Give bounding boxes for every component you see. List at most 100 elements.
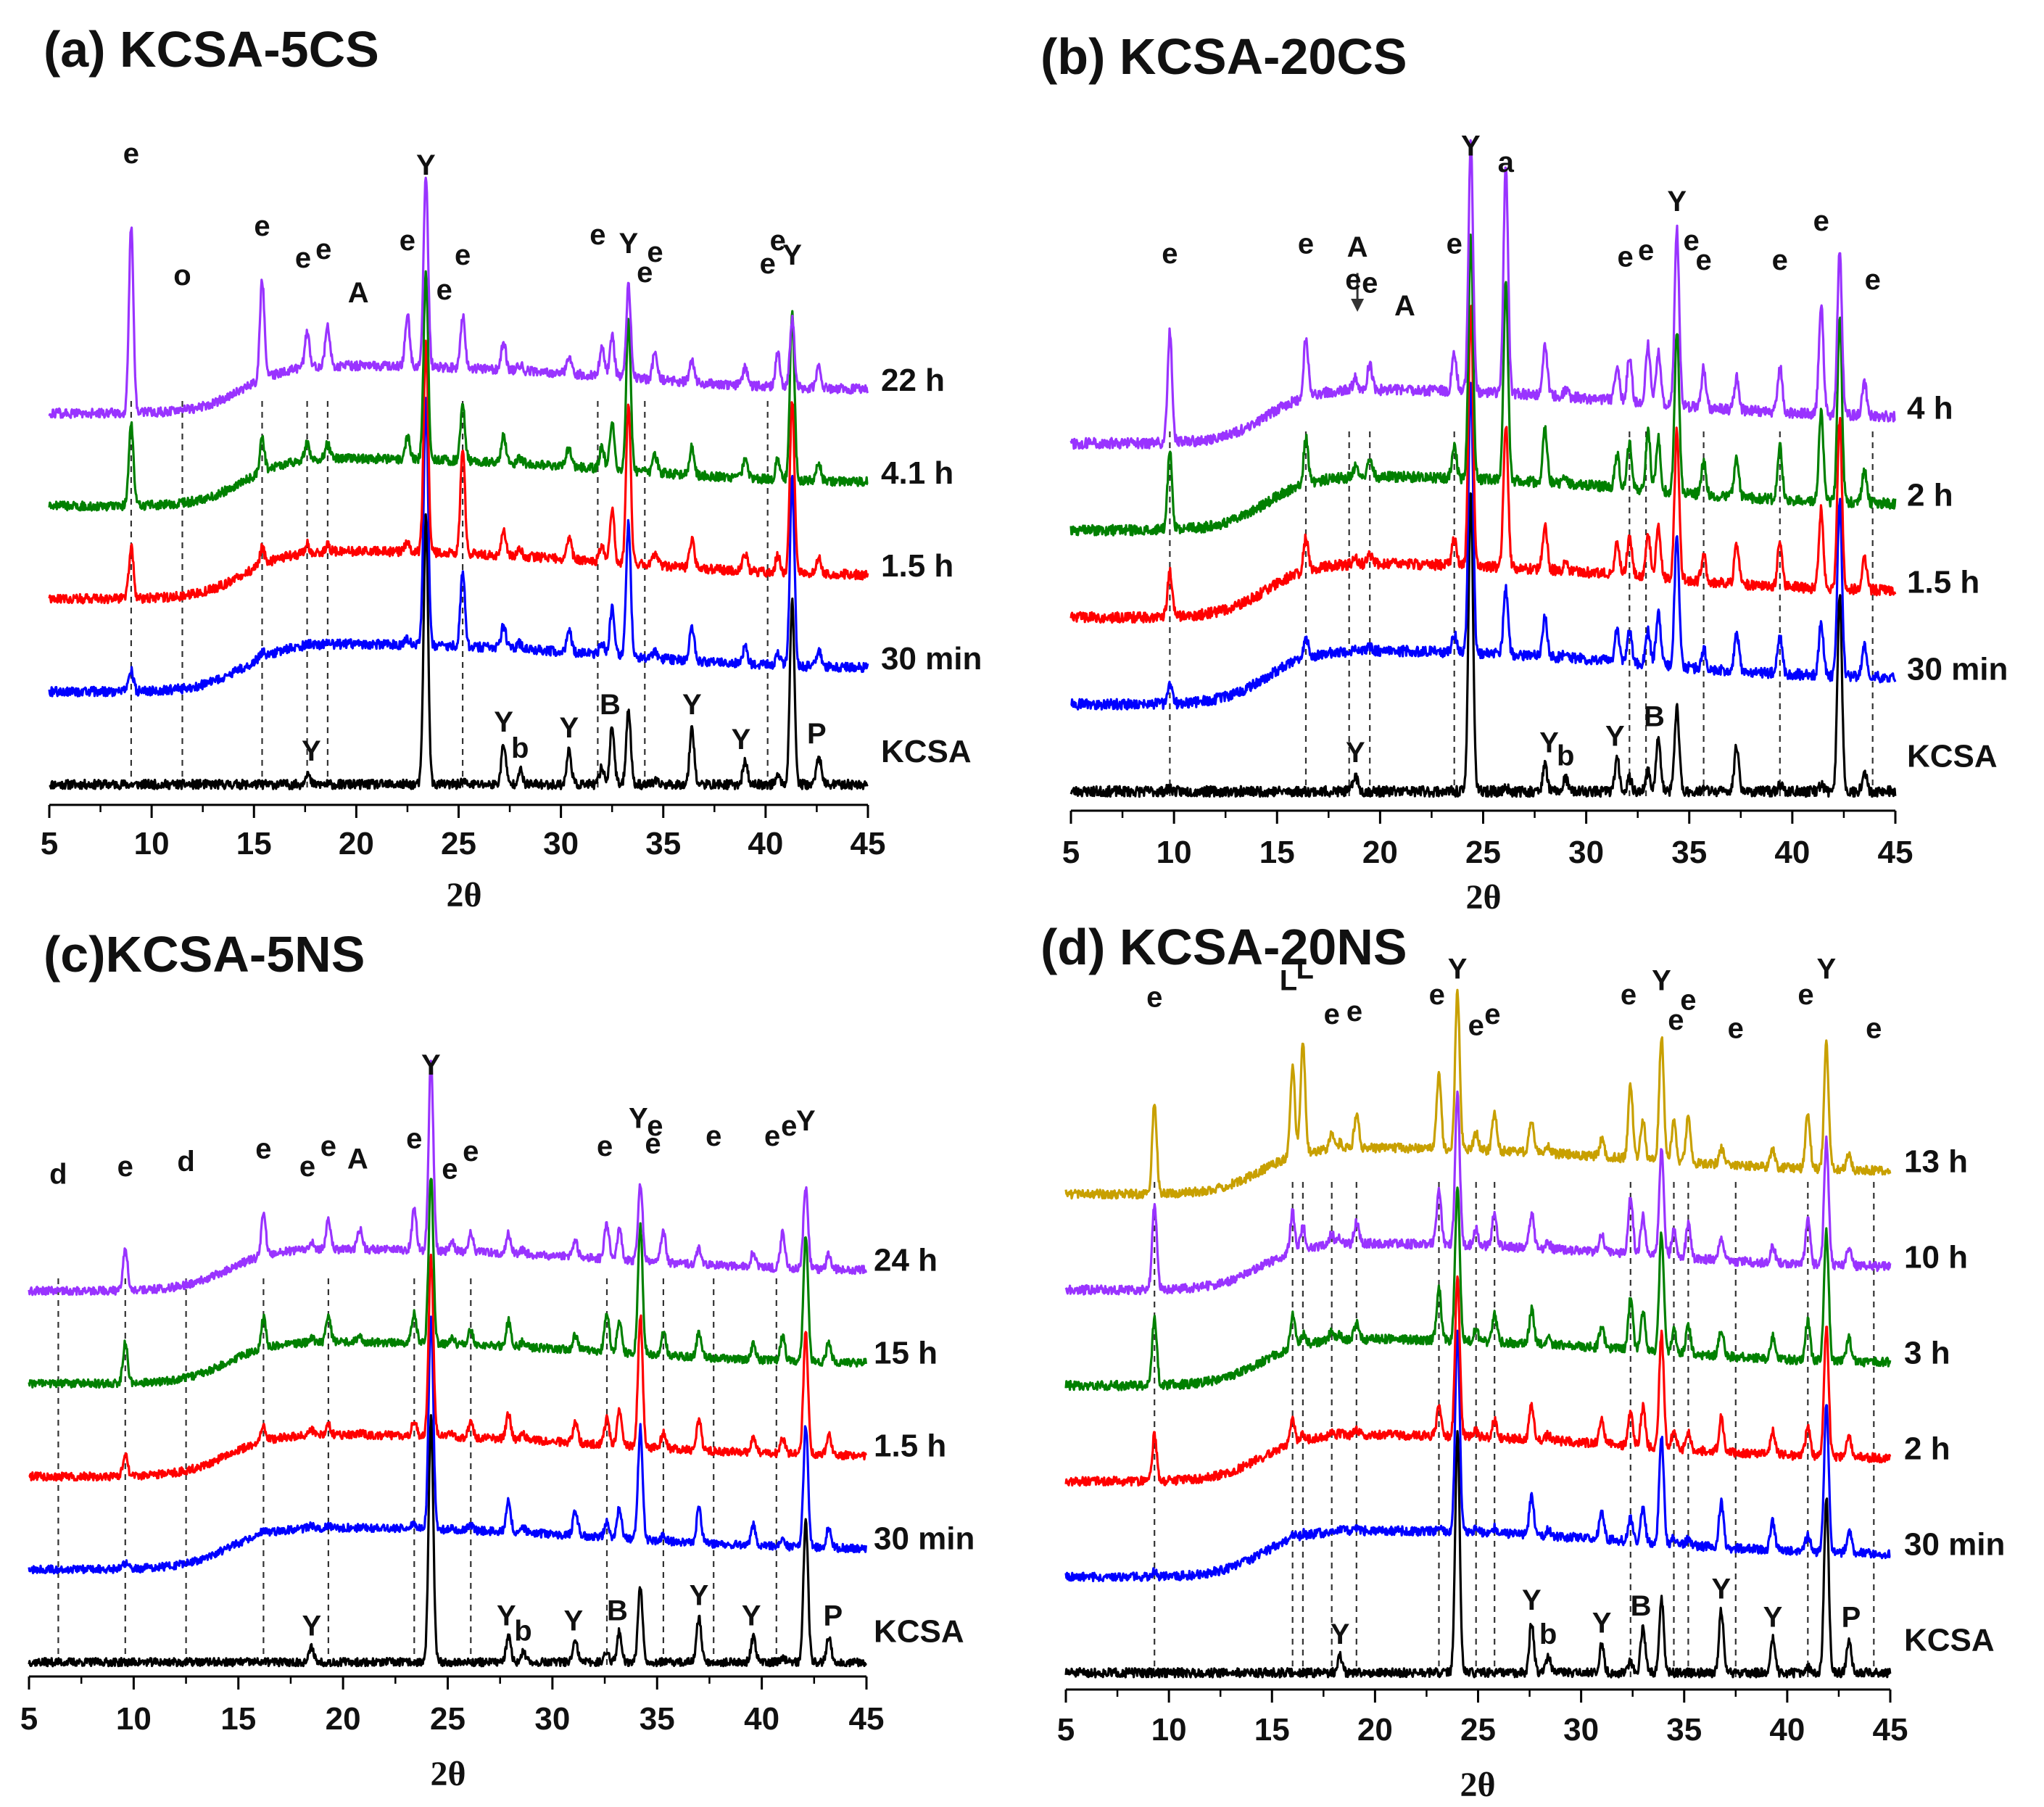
series-30-min-trace [28, 1315, 867, 1575]
panel-b: (b) KCSA-20CS 2θ 5 10 15 20 25 30 35 40 45 KCSA 30… [1040, 28, 2008, 917]
phase-label: e [1468, 1010, 1484, 1042]
x-tick-label: 40 [744, 1701, 779, 1737]
kcsa-phase-label: Y [1539, 727, 1559, 759]
x-tick-label: 40 [1774, 835, 1810, 870]
x-tick-label: 20 [1362, 835, 1398, 870]
series-label: 24 h [874, 1243, 938, 1278]
series-label: 13 h [1904, 1144, 1968, 1180]
x-tick-label: 45 [849, 1701, 885, 1737]
phase-label: Y [1461, 131, 1481, 162]
phase-label: e [1813, 205, 1829, 237]
phase-label: L [1280, 964, 1297, 996]
phase-label: e [1346, 996, 1362, 1027]
panel-d-title: (d) KCSA-20NS [1040, 919, 1407, 975]
kcsa-phase-label: Y [1605, 721, 1625, 753]
x-tick-label: 10 [116, 1701, 152, 1737]
kcsa-phase-label: Y [302, 735, 321, 767]
phase-label: e [1865, 264, 1881, 296]
x-tick-label: 5 [20, 1701, 38, 1737]
x-tick-label: 5 [41, 826, 58, 861]
series-kcsa-trace [28, 1414, 867, 1668]
phase-label: e [1772, 244, 1788, 276]
series-label: 30 min [1904, 1527, 2005, 1563]
phase-label: A [1347, 231, 1368, 263]
series-label: 30 min [1907, 652, 2008, 687]
phase-label: Y [1667, 186, 1687, 218]
series-4-h-trace [1069, 139, 1896, 450]
phase-label: e [760, 248, 776, 280]
series-1.5-h-trace [28, 1253, 867, 1482]
annotation-arrow-head [1351, 299, 1365, 312]
series-label: 15 h [874, 1336, 938, 1371]
phase-label: Y [1652, 964, 1671, 996]
phase-label: e [781, 1110, 797, 1142]
panel-a-xlabel: 2θ [446, 876, 481, 914]
series-label: KCSA [874, 1614, 964, 1650]
phase-label: e [406, 1123, 422, 1155]
series-30-min-trace [48, 397, 869, 698]
phase-label: e [1324, 998, 1340, 1030]
phase-label: e [1484, 998, 1500, 1030]
x-tick-label: 25 [1460, 1712, 1496, 1748]
series-15-h-trace [28, 1178, 867, 1389]
kcsa-phase-label: Y [1522, 1584, 1542, 1616]
phase-label: Y [421, 1049, 441, 1081]
x-tick-label: 30 [1563, 1712, 1599, 1748]
x-tick-label: 15 [236, 826, 272, 861]
x-tick-label: 35 [1671, 835, 1707, 870]
x-tick-label: 35 [1666, 1712, 1702, 1748]
kcsa-phase-label: P [807, 718, 827, 750]
series-10-h-trace [1064, 1090, 1892, 1296]
series-label: 1.5 h [1907, 565, 1979, 600]
phase-label: Y [1817, 954, 1837, 985]
phase-label: e [295, 242, 311, 274]
phase-label: L [1296, 954, 1313, 985]
x-tick-label: 30 [534, 1701, 570, 1737]
panel-a: (a) KCSA-5CS 2θ 5 10 15 20 25 30 35 40 45 KCSA 30 … [41, 21, 982, 914]
phase-label: e [637, 257, 653, 289]
phase-label: e [1728, 1013, 1744, 1045]
phase-label: e [1797, 979, 1813, 1011]
phase-label: A [1394, 290, 1415, 322]
phase-label: Y [782, 239, 802, 271]
kcsa-phase-label: b [1557, 740, 1574, 772]
phase-label: e [1447, 228, 1462, 260]
phase-label: e [706, 1120, 721, 1152]
phase-label: e [400, 225, 415, 257]
kcsa-phase-label: B [1631, 1590, 1652, 1622]
phase-label: e [1621, 979, 1637, 1011]
phase-label: e [463, 1136, 479, 1167]
phase-label: e [315, 233, 331, 265]
phase-label: e [645, 1128, 661, 1160]
phase-label: e [442, 1154, 458, 1186]
panel-c-title: (c)KCSA-5NS [44, 926, 365, 983]
kcsa-phase-label: Y [682, 689, 702, 721]
phase-label: e [1680, 985, 1696, 1017]
kcsa-phase-label: B [1644, 701, 1665, 733]
kcsa-phase-label: B [600, 689, 621, 721]
series-label: 22 h [881, 363, 945, 398]
x-tick-label: 40 [1769, 1712, 1805, 1748]
x-tick-label: 30 [543, 826, 579, 861]
kcsa-phase-label: Y [690, 1580, 709, 1612]
series-1.5-h-trace [1069, 305, 1897, 624]
series-kcsa-trace [49, 513, 869, 790]
phase-label: e [436, 274, 452, 306]
x-tick-label: 20 [339, 826, 374, 861]
phase-label: e [255, 1133, 271, 1165]
panel-a-title: (a) KCSA-5CS [44, 21, 379, 78]
series-label: 2 h [1907, 478, 1953, 513]
phase-label: e [589, 219, 605, 251]
series-label: 4 h [1907, 391, 1953, 426]
phase-label: e [1429, 979, 1445, 1011]
x-tick-label: 25 [1465, 835, 1501, 870]
phase-label: e [117, 1151, 133, 1183]
x-tick-label: 35 [645, 826, 681, 861]
phase-label: e [1345, 264, 1361, 296]
phase-label: e [1695, 244, 1711, 276]
phase-label: e [1683, 225, 1699, 257]
x-tick-label: 25 [430, 1701, 466, 1737]
series-3-h-trace [1064, 1186, 1892, 1392]
phase-label: a [1498, 146, 1515, 178]
x-tick-label: 35 [640, 1701, 675, 1737]
